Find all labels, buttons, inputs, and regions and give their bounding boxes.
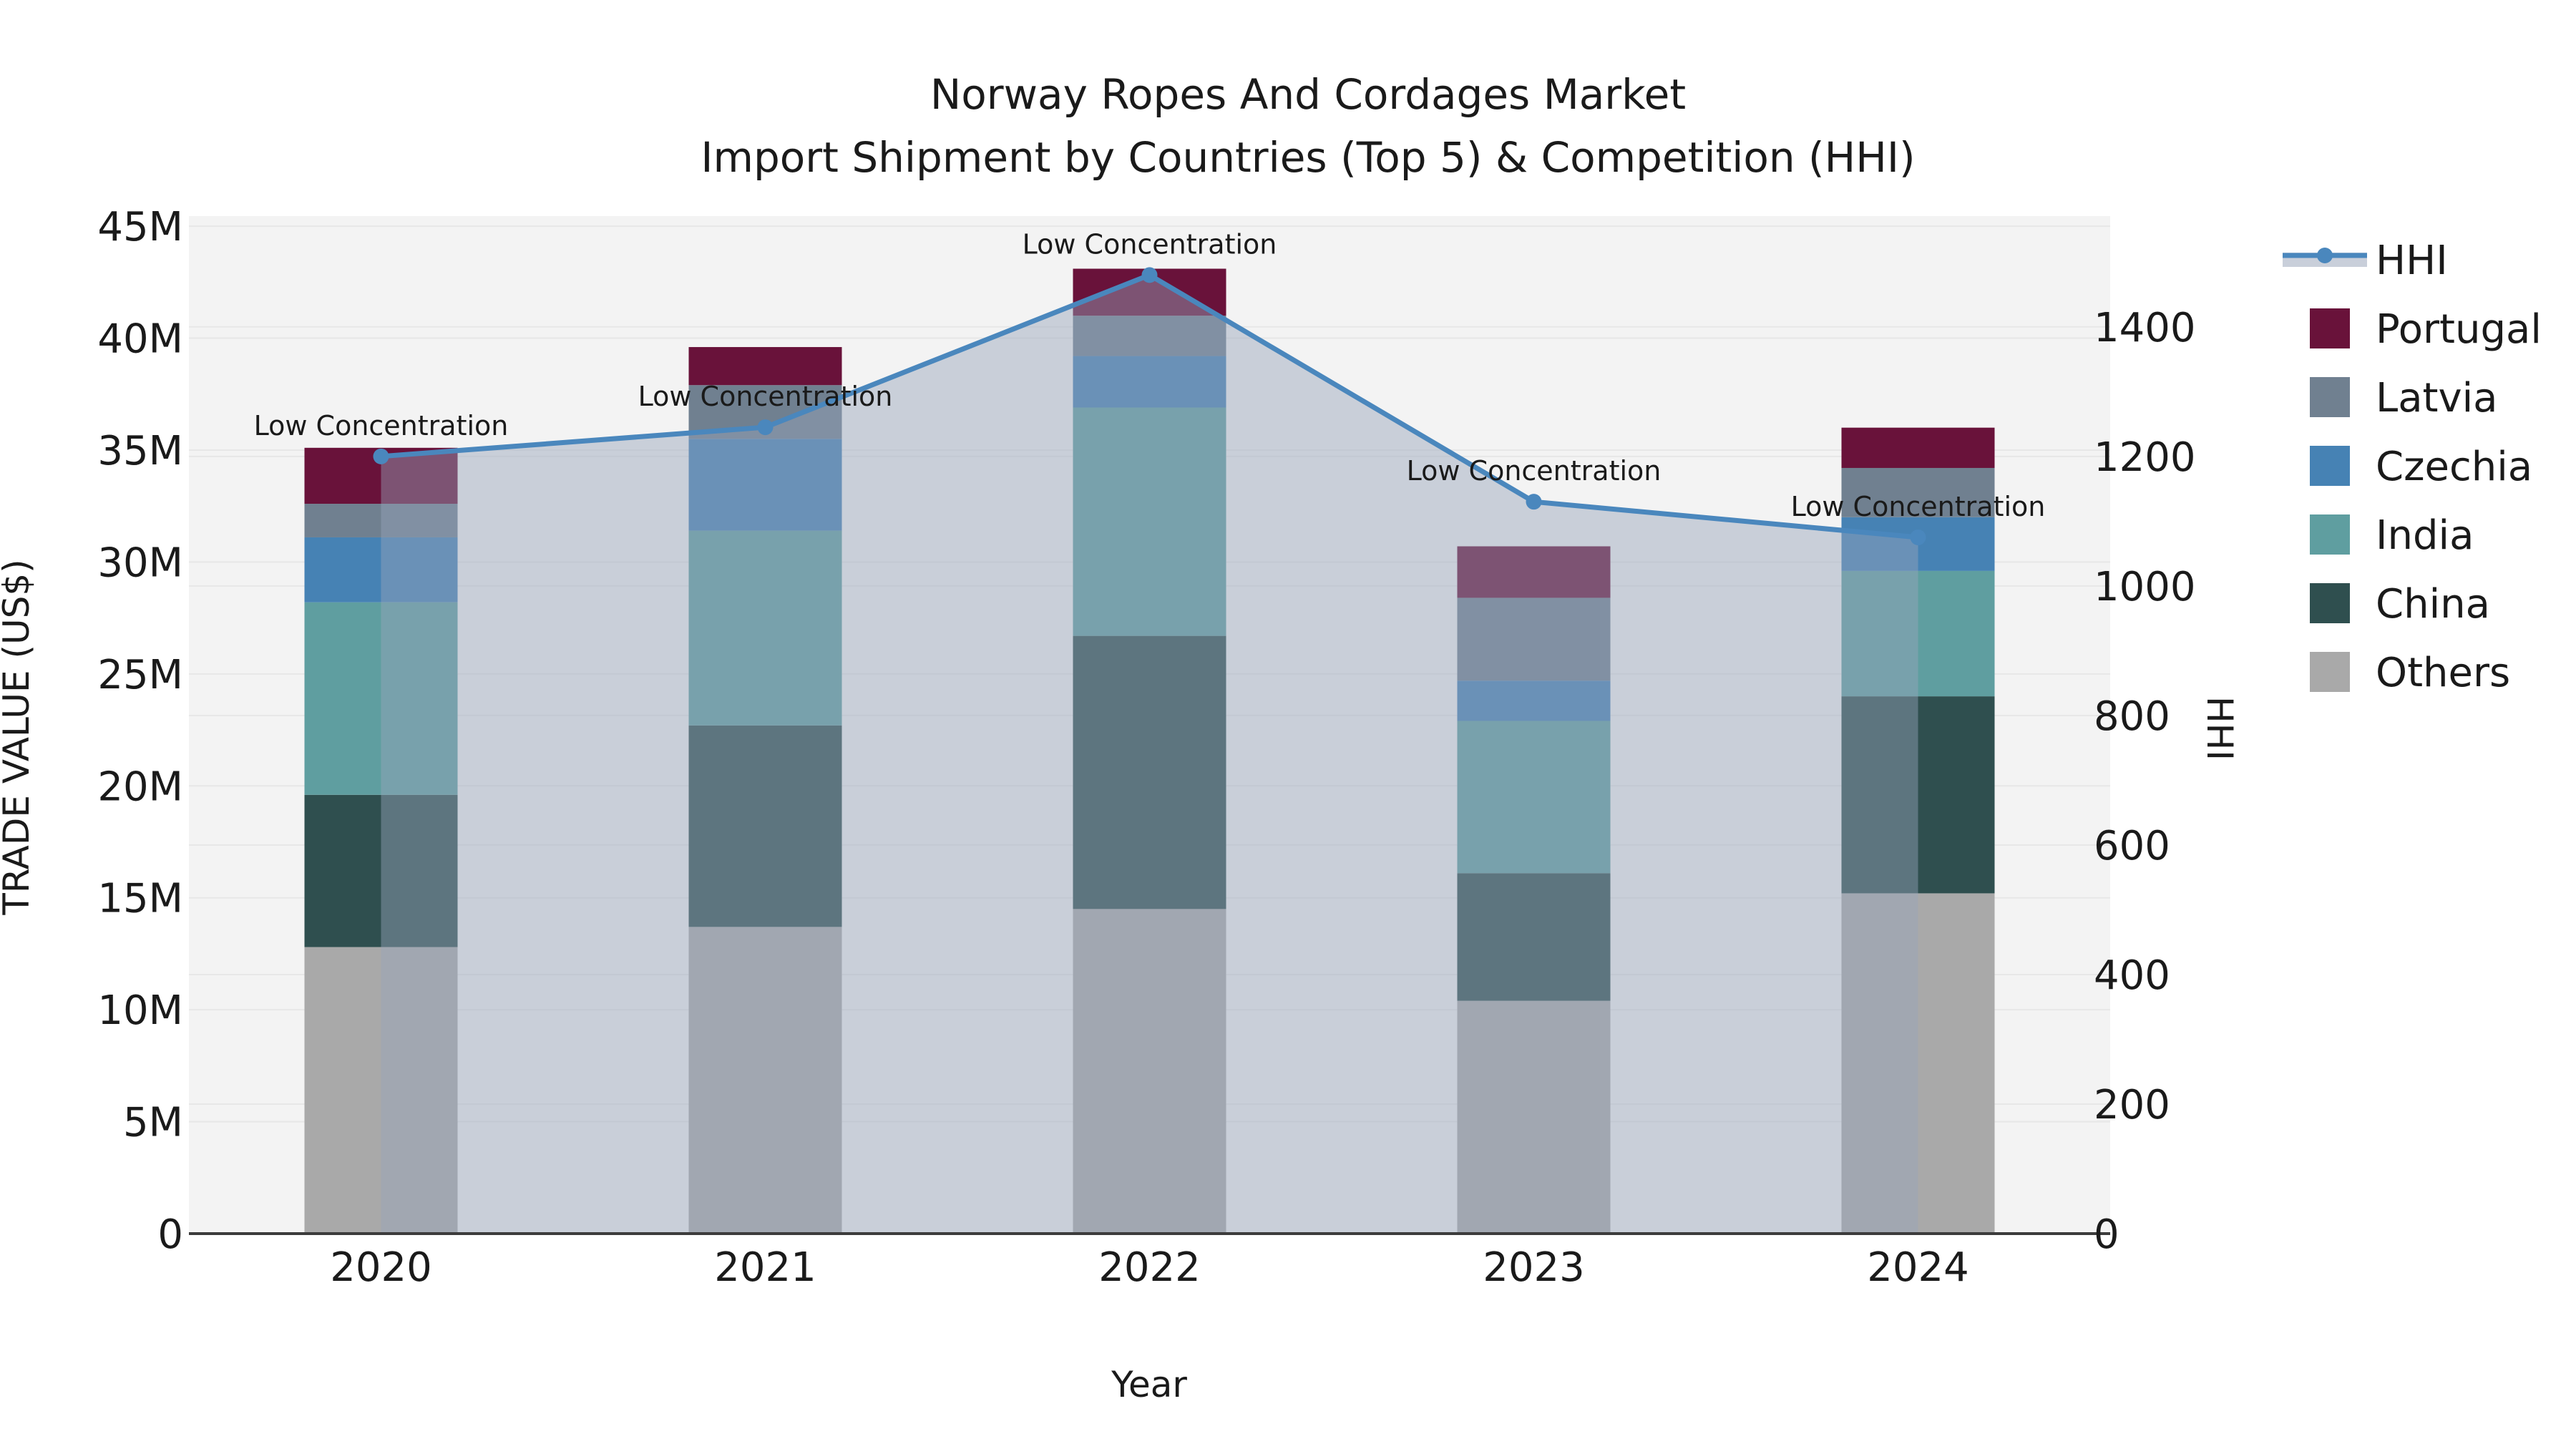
legend-label-china: China — [2376, 581, 2490, 628]
y-left-tick-30M: 30M — [97, 540, 183, 586]
bar-segment-india-2023 — [1457, 721, 1611, 874]
bar-segment-others-2022 — [1073, 909, 1226, 1234]
x-tick-2023: 2023 — [1483, 1244, 1585, 1291]
legend-swatch-china — [2310, 583, 2350, 623]
legend-swatch-portugal — [2310, 308, 2350, 348]
legend-label-others: Others — [2376, 650, 2510, 696]
hhi-marker-2022 — [1141, 267, 1158, 283]
legend-label-portugal: Portugal — [2376, 306, 2542, 353]
y-right-tick-400: 400 — [2094, 952, 2170, 999]
legend-swatch-india — [2310, 514, 2350, 555]
legend-swatch-czechia — [2310, 446, 2350, 486]
bar-segment-latvia-2023 — [1457, 597, 1611, 681]
annotation-2024: Low Concentration — [1791, 491, 2046, 522]
bar-segment-others-2020 — [304, 947, 458, 1234]
y-left-tick-45M: 45M — [97, 204, 183, 250]
y-axis-right-ticks: 0 200 400 600 800 1000 1200 1400 — [2094, 305, 2196, 1258]
y-left-tick-25M: 25M — [97, 652, 183, 698]
legend-item-hhi: HHI — [2283, 238, 2448, 284]
y-left-tick-35M: 35M — [97, 428, 183, 474]
bar-segment-czechia-2021 — [688, 439, 842, 531]
bar-segment-others-2023 — [1457, 1000, 1611, 1234]
legend-item-others: Others — [2310, 650, 2510, 696]
y-right-tick-200: 200 — [2094, 1082, 2170, 1128]
legend-item-latvia: Latvia — [2310, 375, 2498, 421]
chart-title-line1: Norway Ropes And Cordages Market — [930, 70, 1686, 119]
point-annotations: Low Concentration Low Concentration Low Co… — [254, 228, 2046, 522]
bar-segment-portugal-2024 — [1841, 427, 1995, 468]
legend-hhi-marker — [2317, 248, 2333, 263]
legend-item-india: India — [2310, 512, 2474, 559]
x-tick-2024: 2024 — [1867, 1244, 1969, 1291]
bar-segment-china-2020 — [304, 794, 458, 947]
y-axis-right-title: HHI — [2199, 696, 2240, 761]
y-left-tick-10M: 10M — [97, 987, 183, 1034]
x-tick-2021: 2021 — [714, 1244, 816, 1291]
bar-segment-portugal-2023 — [1457, 546, 1611, 598]
y-right-tick-0: 0 — [2094, 1211, 2119, 1258]
bar-segment-czechia-2022 — [1073, 356, 1226, 408]
y-right-tick-1200: 1200 — [2094, 434, 2196, 481]
legend-item-portugal: Portugal — [2310, 306, 2542, 353]
y-left-tick-20M: 20M — [97, 763, 183, 810]
y-left-tick-5M: 5M — [123, 1100, 183, 1146]
bar-segment-china-2021 — [688, 725, 842, 927]
legend-swatch-others — [2310, 652, 2350, 692]
y-right-tick-1000: 1000 — [2094, 564, 2196, 610]
bar-segment-china-2022 — [1073, 635, 1226, 909]
legend: HHI Portugal Latvia Czechia India China Others — [2283, 238, 2542, 696]
bar-segment-china-2023 — [1457, 873, 1611, 1001]
x-tick-2022: 2022 — [1098, 1244, 1201, 1291]
bar-segment-latvia-2024 — [1841, 467, 1995, 517]
x-tick-2020: 2020 — [330, 1244, 432, 1291]
y-left-tick-0: 0 — [157, 1211, 183, 1258]
y-right-tick-1400: 1400 — [2094, 305, 2196, 351]
bar-segment-others-2024 — [1841, 893, 1995, 1234]
hhi-marker-2024 — [1910, 529, 1926, 545]
annotation-2021: Low Concentration — [638, 381, 893, 412]
hhi-markers — [373, 267, 1926, 545]
annotation-2022: Low Concentration — [1023, 228, 1277, 260]
bar-segment-others-2021 — [688, 927, 842, 1234]
legend-item-czechia: Czechia — [2310, 444, 2532, 490]
bar-segment-czechia-2020 — [304, 537, 458, 602]
bar-segment-india-2022 — [1073, 407, 1226, 636]
y-axis-left-ticks: 0 5M 10M 15M 20M 25M 30M 35M 40M 45M — [97, 204, 183, 1258]
annotation-2020: Low Concentration — [254, 410, 509, 441]
chart-title-line2: Import Shipment by Countries (Top 5) & C… — [701, 133, 1915, 182]
legend-label-india: India — [2376, 512, 2474, 559]
legend-label-latvia: Latvia — [2376, 375, 2498, 421]
legend-label-czechia: Czechia — [2376, 444, 2532, 490]
bar-segment-india-2020 — [304, 602, 458, 795]
y-right-tick-600: 600 — [2094, 823, 2170, 869]
stacked-bars — [304, 268, 1995, 1234]
x-axis-title: Year — [1111, 1364, 1187, 1405]
bar-segment-india-2021 — [688, 530, 842, 726]
hhi-marker-2020 — [373, 448, 389, 464]
bar-segment-czechia-2023 — [1457, 680, 1611, 721]
bar-segment-portugal-2021 — [688, 347, 842, 386]
legend-swatch-latvia — [2310, 377, 2350, 417]
hhi-area-fill — [381, 275, 1918, 1234]
y-right-tick-800: 800 — [2094, 693, 2170, 740]
y-axis-left-title: TRADE VALUE (US$) — [0, 559, 37, 915]
y-left-tick-40M: 40M — [97, 316, 183, 363]
bar-segment-latvia-2022 — [1073, 316, 1226, 356]
hhi-marker-2021 — [757, 419, 774, 436]
y-left-tick-15M: 15M — [97, 876, 183, 922]
hhi-marker-2023 — [1526, 494, 1542, 510]
legend-label-hhi: HHI — [2376, 238, 2448, 284]
bar-segment-latvia-2020 — [304, 504, 458, 537]
bar-segment-china-2024 — [1841, 696, 1995, 894]
legend-item-china: China — [2310, 581, 2490, 628]
x-axis-ticks: 2020 2021 2022 2023 2024 — [330, 1244, 1969, 1291]
bar-segment-india-2024 — [1841, 570, 1995, 697]
annotation-2023: Low Concentration — [1407, 455, 1662, 487]
